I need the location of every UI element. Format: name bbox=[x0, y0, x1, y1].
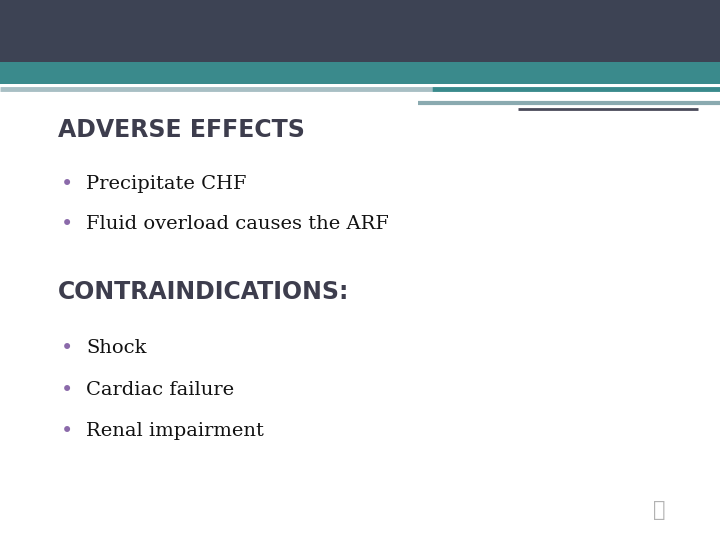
Text: •: • bbox=[61, 380, 73, 400]
Text: CONTRAINDICATIONS:: CONTRAINDICATIONS: bbox=[58, 280, 349, 303]
Text: Fluid overload causes the ARF: Fluid overload causes the ARF bbox=[86, 215, 390, 233]
Bar bbox=[0, 0, 720, 62]
Text: •: • bbox=[61, 421, 73, 442]
Text: Cardiac failure: Cardiac failure bbox=[86, 381, 235, 399]
Bar bbox=[0, 62, 720, 84]
Text: Shock: Shock bbox=[86, 339, 147, 357]
Text: •: • bbox=[61, 338, 73, 359]
Text: •: • bbox=[61, 173, 73, 194]
Text: Precipitate CHF: Precipitate CHF bbox=[86, 174, 247, 193]
Text: ADVERSE EFFECTS: ADVERSE EFFECTS bbox=[58, 118, 305, 141]
Text: •: • bbox=[61, 214, 73, 234]
Text: Renal impairment: Renal impairment bbox=[86, 422, 264, 441]
Text: 🔈: 🔈 bbox=[652, 500, 665, 521]
